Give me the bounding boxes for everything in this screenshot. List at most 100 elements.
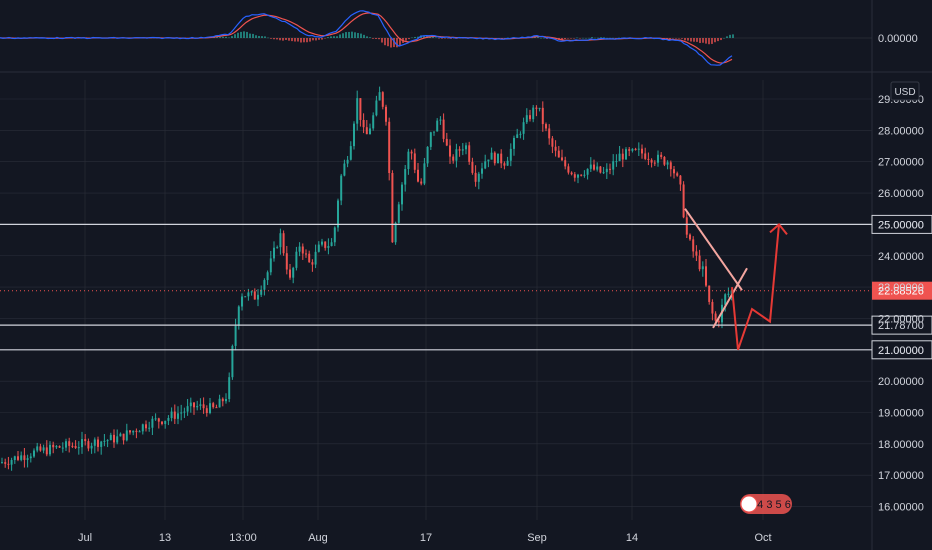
- candle-body: [39, 446, 42, 451]
- candle-body: [369, 128, 371, 135]
- candle-body: [637, 148, 640, 150]
- candle-body: [554, 146, 557, 151]
- osc-histogram-bar: [348, 31, 350, 38]
- candle-body: [436, 120, 439, 132]
- osc-histogram-bar: [411, 37, 413, 39]
- candle-body: [647, 158, 650, 160]
- osc-zero-label: 0.00000: [878, 33, 918, 45]
- candle-body: [698, 255, 701, 270]
- candle-body: [714, 313, 717, 321]
- candle-body: [266, 272, 269, 281]
- candle-body: [167, 418, 170, 421]
- osc-histogram-bar: [264, 36, 266, 38]
- candle-body: [333, 227, 336, 243]
- candle-body: [378, 92, 381, 101]
- candle-body: [689, 234, 691, 240]
- x-tick-label: Jul: [78, 532, 92, 544]
- candle-body: [337, 200, 339, 228]
- drawing-annotations[interactable]: [684, 208, 788, 351]
- candle-body: [346, 159, 349, 164]
- osc-histogram-bar: [405, 38, 407, 41]
- candle-body: [308, 253, 311, 263]
- osc-histogram-bar: [582, 37, 584, 39]
- candle-body: [17, 456, 19, 460]
- candle-body: [625, 149, 627, 160]
- candle-body: [362, 119, 365, 128]
- candle-body: [644, 153, 647, 159]
- candle-body: [109, 434, 112, 441]
- osc-histogram-bar: [702, 38, 704, 43]
- candle-body: [282, 233, 285, 254]
- osc-histogram-bar: [225, 36, 227, 38]
- candle-body: [321, 241, 323, 245]
- horizontal-levels[interactable]: 25.00000 21.78700 21.00000 22.88526: [0, 214, 932, 360]
- osc-histogram-bar: [309, 38, 311, 42]
- y-tick-label: 26.00000: [878, 188, 924, 200]
- candle-body: [541, 107, 544, 125]
- wedge-lower-line: [712, 267, 748, 329]
- candle-body: [170, 411, 173, 419]
- candle-body: [682, 184, 685, 218]
- osc-histogram-bar: [696, 38, 698, 42]
- osc-histogram-bar: [612, 37, 614, 39]
- candle-body: [727, 293, 730, 295]
- candle-body: [205, 408, 208, 413]
- x-tick-label: Aug: [308, 532, 328, 544]
- candle-body: [641, 148, 643, 154]
- candle-body: [653, 162, 656, 164]
- candle-body: [295, 251, 298, 268]
- osc-histogram-bar: [249, 33, 251, 38]
- candle-body: [84, 439, 87, 442]
- candle-body: [394, 222, 397, 243]
- candle-body: [529, 115, 531, 120]
- osc-histogram-bar: [390, 38, 392, 48]
- candle-body: [397, 204, 400, 223]
- time-axis[interactable]: Jul 13 13:00 Aug 17 Sep 14 Oct: [78, 532, 772, 544]
- candle-body: [356, 98, 359, 124]
- y-tick-label: 22.00000: [878, 313, 924, 325]
- candle-body: [135, 430, 138, 432]
- osc-histogram-bar: [690, 38, 692, 42]
- candle-body: [679, 175, 682, 185]
- candle-body: [13, 456, 16, 461]
- candle-body: [404, 169, 407, 185]
- candle-body: [551, 138, 554, 147]
- osc-histogram-bar: [270, 38, 272, 39]
- candle-body: [164, 420, 167, 424]
- candle-body: [183, 411, 186, 413]
- price-axis[interactable]: 16.00000 17.00000 18.00000 19.00000 20.00000…: [878, 33, 924, 514]
- osc-histogram-bar: [666, 38, 668, 39]
- y-tick-label: 27.00000: [878, 157, 924, 169]
- candle-body: [186, 406, 189, 412]
- last-price-box: [872, 281, 932, 300]
- candle-body: [375, 100, 378, 116]
- osc-main-line: [0, 10, 733, 66]
- osc-histogram-bar: [294, 38, 296, 42]
- candle-body: [58, 446, 61, 448]
- candle-body: [253, 291, 256, 300]
- candle-body: [330, 242, 333, 247]
- candle-body: [340, 175, 343, 201]
- candle-body: [244, 296, 247, 298]
- osc-histogram-bar: [447, 38, 449, 39]
- wedge-upper-line: [684, 208, 743, 291]
- candle-body: [173, 411, 176, 419]
- currency-label-box[interactable]: [890, 81, 920, 101]
- candle-body: [407, 151, 410, 170]
- candle-body: [311, 262, 314, 265]
- candle-body: [426, 146, 429, 164]
- candle-body: [292, 267, 295, 278]
- candle-body: [391, 173, 394, 243]
- candle-body: [481, 168, 483, 174]
- osc-histogram-bar: [342, 33, 344, 38]
- candle-body: [557, 150, 560, 158]
- candle-body: [276, 247, 279, 249]
- candle-body: [10, 460, 13, 465]
- osc-histogram-bar: [399, 38, 401, 46]
- osc-histogram-bar: [330, 36, 332, 38]
- candle-body: [353, 123, 355, 147]
- candle-body: [695, 251, 698, 256]
- events-badge[interactable]: 4 3 5 6: [740, 494, 792, 514]
